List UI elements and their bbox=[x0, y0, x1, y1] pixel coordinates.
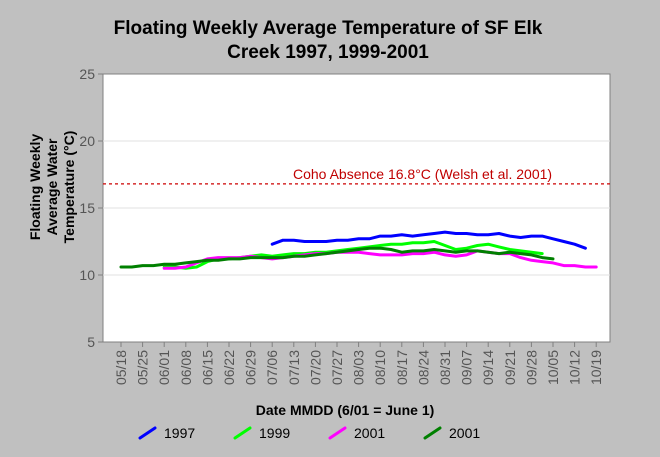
x-tick-label: 10/19 bbox=[588, 350, 604, 385]
x-axis: 05/18 05/25 06/01 06/08 06/15 06/22 06/29 07/06… bbox=[113, 342, 604, 385]
x-tick-label: 05/18 bbox=[113, 350, 129, 385]
x-tick-label: 07/20 bbox=[307, 350, 323, 385]
legend-label-4: 2001 bbox=[449, 425, 480, 441]
legend-label-2: 1999 bbox=[259, 425, 290, 441]
x-tick-label: 08/03 bbox=[351, 350, 367, 385]
y-axis-title-line-3: Temperature (°C) bbox=[61, 131, 77, 244]
x-tick-label: 08/10 bbox=[372, 350, 388, 385]
reference-line-label: Coho Absence 16.8°C (Welsh et al. 2001) bbox=[293, 166, 552, 182]
x-tick-label: 07/27 bbox=[329, 350, 345, 385]
x-tick-label: 07/06 bbox=[264, 350, 280, 385]
x-tick-label: 09/07 bbox=[459, 350, 475, 385]
x-tick-label: 06/08 bbox=[178, 350, 194, 385]
grid-layer bbox=[103, 140, 610, 276]
x-tick-label: 05/25 bbox=[135, 350, 151, 385]
legend-swatch-1 bbox=[138, 426, 157, 440]
y-axis-title-line-2: Average Water bbox=[44, 138, 60, 236]
chart-title-line-2: Creek 1997, 1999-2001 bbox=[227, 42, 429, 63]
y-tick-label: 15 bbox=[79, 200, 95, 216]
series-layer bbox=[119, 230, 598, 270]
legend-swatch-3 bbox=[328, 426, 347, 440]
legend-swatch-2 bbox=[233, 426, 252, 440]
x-tick-label: 06/15 bbox=[199, 350, 215, 385]
x-tick-label: 10/05 bbox=[545, 350, 561, 385]
x-tick-label: 06/01 bbox=[156, 350, 172, 385]
y-tick-label: 20 bbox=[79, 133, 95, 149]
legend: 1997 1999 2001 2001 bbox=[138, 425, 480, 441]
x-tick-label: 08/17 bbox=[394, 350, 410, 385]
x-tick-label: 06/22 bbox=[221, 350, 237, 385]
series-line-4 bbox=[119, 246, 555, 269]
chart-title-line-1: Floating Weekly Average Temperature of S… bbox=[114, 18, 543, 39]
y-tick-label: 25 bbox=[79, 66, 95, 82]
series-line-1 bbox=[270, 230, 587, 250]
x-axis-title: Date MMDD (6/01 = June 1) bbox=[256, 402, 435, 418]
y-tick-label: 10 bbox=[79, 267, 95, 283]
x-tick-label: 07/13 bbox=[286, 350, 302, 385]
y-tick-label: 5 bbox=[87, 334, 95, 350]
x-tick-label: 08/24 bbox=[415, 350, 431, 385]
x-tick-label: 09/21 bbox=[502, 350, 518, 385]
y-axis-title-line-1: Floating Weekly bbox=[27, 134, 43, 241]
x-tick-label: 09/14 bbox=[480, 350, 496, 385]
y-axis: 5 10 15 20 25 bbox=[79, 66, 103, 350]
legend-label-1: 1997 bbox=[164, 425, 195, 441]
x-tick-label: 10/12 bbox=[567, 350, 583, 385]
legend-swatch-4 bbox=[423, 426, 442, 440]
x-tick-label: 09/28 bbox=[523, 350, 539, 385]
reference-line-group: Coho Absence 16.8°C (Welsh et al. 2001) bbox=[103, 166, 610, 185]
x-tick-label: 06/29 bbox=[243, 350, 259, 385]
legend-label-3: 2001 bbox=[354, 425, 385, 441]
x-tick-label: 08/31 bbox=[437, 350, 453, 385]
